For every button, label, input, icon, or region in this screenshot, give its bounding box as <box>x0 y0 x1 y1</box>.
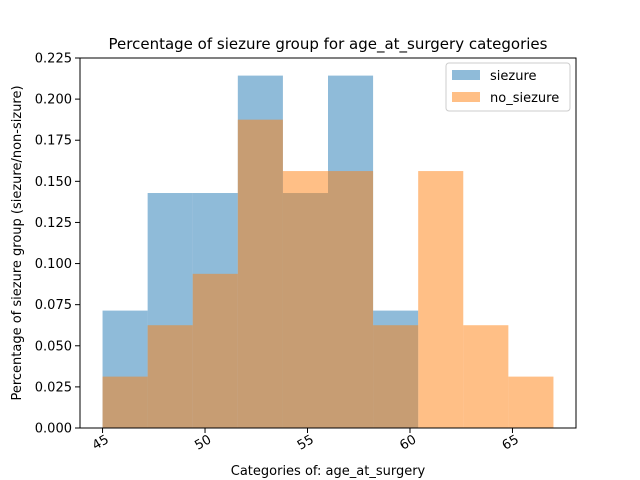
y-tick-label: 0.225 <box>35 52 72 67</box>
bar-no-siezure-5 <box>328 171 374 428</box>
y-tick-label: 0.050 <box>35 339 72 354</box>
bar-no-siezure-6 <box>373 325 419 428</box>
bar-no-siezure-9 <box>508 376 554 428</box>
y-tick-label: 0.000 <box>35 422 72 437</box>
y-tick-label: 0.200 <box>35 93 72 108</box>
bar-no-siezure-0 <box>102 376 148 428</box>
chart-title: Percentage of siezure group for age_at_s… <box>109 35 548 54</box>
legend-label-no-siezure: no_siezure <box>490 91 559 106</box>
legend-swatch-no-siezure <box>452 92 480 102</box>
y-tick-label: 0.025 <box>35 380 72 395</box>
bar-no-siezure-1 <box>147 325 193 428</box>
y-axis-ticks: 0.000 0.025 0.050 0.075 0.100 0.125 0.150 0.175… <box>35 52 80 437</box>
bars-group <box>102 75 554 429</box>
bar-no-siezure-8 <box>463 325 509 428</box>
x-tick-label: 45 <box>90 432 112 453</box>
bar-no-siezure-2 <box>192 273 238 428</box>
bar-no-siezure-7 <box>418 171 464 428</box>
legend-swatch-siezure <box>452 70 480 80</box>
bar-no-siezure-3 <box>237 119 283 429</box>
legend: siezure no_siezure <box>445 62 571 112</box>
y-tick-label: 0.100 <box>35 257 72 272</box>
x-tick-label: 60 <box>397 432 419 453</box>
x-axis-ticks: 45 50 55 60 65 <box>90 428 522 454</box>
legend-label-siezure: siezure <box>490 69 537 84</box>
plot-frame <box>79 57 577 429</box>
y-tick-label: 0.150 <box>35 175 72 190</box>
y-axis-label: Percentage of siezure group (siezure/non… <box>10 85 25 400</box>
y-tick-label: 0.175 <box>35 134 72 149</box>
y-tick-label: 0.075 <box>35 298 72 313</box>
x-tick-label: 65 <box>500 432 522 453</box>
x-axis-label: Categories of: age_at_surgery <box>231 464 426 479</box>
x-tick-label: 55 <box>295 432 317 453</box>
x-tick-label: 50 <box>192 432 214 453</box>
y-tick-label: 0.125 <box>35 216 72 231</box>
bar-no-siezure-4 <box>282 171 328 428</box>
